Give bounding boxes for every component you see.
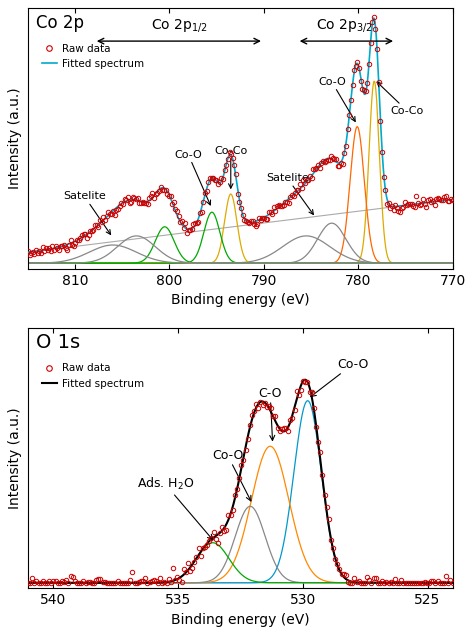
Text: Co-Co: Co-Co	[214, 146, 247, 188]
Text: Co-O: Co-O	[311, 358, 368, 396]
Legend: Raw data, Fitted spectrum: Raw data, Fitted spectrum	[37, 359, 149, 392]
X-axis label: Binding energy (eV): Binding energy (eV)	[171, 293, 310, 307]
Text: O 1s: O 1s	[36, 333, 81, 352]
Legend: Raw data, Fitted spectrum: Raw data, Fitted spectrum	[37, 39, 149, 73]
Text: Satelite: Satelite	[266, 173, 313, 215]
Text: Co 2p$_{1/2}$: Co 2p$_{1/2}$	[151, 17, 207, 34]
Text: Ads. H$_2$O: Ads. H$_2$O	[137, 476, 213, 540]
Text: Co 2p: Co 2p	[36, 13, 84, 32]
Text: Co 2p$_{3/2}$: Co 2p$_{3/2}$	[316, 17, 373, 34]
Text: Co-Co: Co-Co	[377, 82, 424, 116]
Text: Co-O: Co-O	[212, 449, 251, 501]
Y-axis label: Intensity (a.u.): Intensity (a.u.)	[9, 407, 22, 509]
Text: Co-O: Co-O	[318, 77, 355, 121]
Text: Satelite: Satelite	[63, 192, 110, 234]
Text: Co-O: Co-O	[174, 150, 210, 205]
X-axis label: Binding energy (eV): Binding energy (eV)	[171, 613, 310, 627]
Y-axis label: Intensity (a.u.): Intensity (a.u.)	[9, 88, 22, 189]
Text: C-O: C-O	[258, 387, 282, 441]
